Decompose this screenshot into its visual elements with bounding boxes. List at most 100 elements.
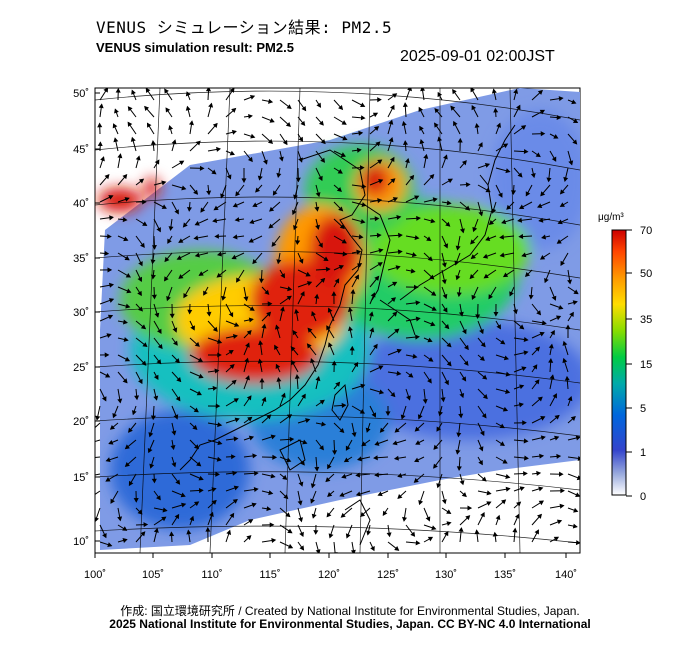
wind-arrow-head xyxy=(345,533,351,539)
wind-arrow-head xyxy=(361,441,367,447)
wind-arrow-head xyxy=(523,149,529,155)
wind-arrow-head xyxy=(502,143,509,149)
wind-arrow-head xyxy=(313,530,319,535)
wind-arrow-head xyxy=(493,312,499,317)
wind-arrow-head xyxy=(390,297,396,303)
wind-arrow-head xyxy=(540,435,546,441)
wind-arrow-head xyxy=(300,291,305,297)
wind-arrow-head xyxy=(216,339,223,344)
wind-arrow-head xyxy=(254,470,259,476)
wind-arrow-head xyxy=(354,274,359,280)
wind-arrow-head xyxy=(250,133,256,139)
wind-arrow-head xyxy=(110,498,115,504)
wind-arrow-head xyxy=(319,445,324,451)
lon-tick-label: 110˚ xyxy=(201,569,222,581)
wind-arrow-head xyxy=(488,220,495,225)
wind-arrow-head xyxy=(166,295,171,302)
wind-arrow-head xyxy=(556,315,562,321)
wind-arrow-head xyxy=(402,102,408,107)
wind-arrow-head xyxy=(91,456,94,459)
wind-arrow-head xyxy=(576,475,580,481)
wind-arrow-head xyxy=(377,97,382,103)
wind-arrow-head xyxy=(206,190,212,196)
timestamp: 2025-09-01 02:00JST xyxy=(400,48,555,65)
wind-arrow-head xyxy=(461,492,467,498)
wind-arrow-head xyxy=(446,361,452,367)
colorbar xyxy=(611,229,627,496)
lon-tick-label: 140˚ xyxy=(555,569,577,581)
wind-arrow-head xyxy=(181,185,187,191)
wind-arrow-head xyxy=(471,104,477,111)
wind-arrow-head xyxy=(358,130,364,136)
wind-arrow-head xyxy=(368,311,374,317)
wind-arrow-head xyxy=(161,204,167,209)
wind-arrow-head xyxy=(462,328,467,335)
wind-arrow xyxy=(95,456,101,459)
wind-arrow-head xyxy=(216,251,222,257)
wind-arrow-head xyxy=(314,293,320,299)
wind-arrow-head xyxy=(485,236,491,242)
wind-arrow-head xyxy=(261,396,267,402)
colorbar-unit: μg/m³ xyxy=(598,212,624,223)
wind-arrow-head xyxy=(271,241,277,247)
wind-arrow-head xyxy=(315,375,321,382)
wind-arrow-head xyxy=(268,223,274,229)
concentration-field xyxy=(91,88,580,553)
wind-arrow-head xyxy=(252,259,258,265)
wind-arrow-head xyxy=(243,296,249,302)
wind-arrow-head xyxy=(388,119,394,125)
wind-arrow-head xyxy=(268,490,274,496)
wind-arrow-head xyxy=(151,245,157,250)
wind-arrow-head xyxy=(394,427,400,433)
wind-arrow-head xyxy=(241,178,247,184)
wind-arrow-head xyxy=(178,274,184,279)
wind-arrow-head xyxy=(298,481,304,487)
wind-arrow-head xyxy=(455,449,461,455)
wind-arrow-head xyxy=(268,98,274,104)
wind-arrow-head xyxy=(131,410,137,416)
wind-arrow-head xyxy=(518,233,524,240)
wind-arrow-head xyxy=(519,324,525,330)
wind-arrow-head xyxy=(153,395,159,401)
colorbar-label: 70 xyxy=(640,225,652,237)
wind-arrow-head xyxy=(349,345,355,351)
wind-arrow-head xyxy=(377,159,383,165)
wind-arrow xyxy=(95,490,101,496)
wind-arrow-head xyxy=(205,526,211,532)
wind-arrow-head xyxy=(560,260,565,266)
wind-arrow-head xyxy=(232,470,238,476)
wind-arrow-head xyxy=(258,278,264,284)
wind-arrow-head xyxy=(193,189,199,195)
wind-arrow-head xyxy=(394,546,400,551)
wind-arrow-head xyxy=(565,324,571,330)
wind-arrow-head xyxy=(524,271,531,278)
wind-arrow-head xyxy=(212,122,218,128)
wind-arrow-head xyxy=(138,306,144,312)
wind-arrow-head xyxy=(414,235,420,241)
wind-arrow-head xyxy=(537,89,543,95)
wind-arrow-head xyxy=(198,487,204,494)
wind-arrow-head xyxy=(447,178,453,184)
wind-arrow-head xyxy=(536,310,542,316)
wind-vectors xyxy=(91,88,580,553)
wind-arrow-head xyxy=(540,191,546,197)
wind-arrow-head xyxy=(255,187,261,193)
wind-arrow-head xyxy=(194,252,200,258)
wind-arrow-head xyxy=(104,352,110,358)
wind-arrow-head xyxy=(187,207,192,212)
wind-arrow-head xyxy=(556,239,562,244)
wind-arrow-head xyxy=(108,282,115,288)
wind-arrow-head xyxy=(269,522,275,528)
lat-tick-label: 30˚ xyxy=(73,307,89,319)
wind-arrow-head xyxy=(369,327,375,333)
wind-arrow-head xyxy=(176,255,182,260)
wind-arrow-head xyxy=(559,202,565,207)
wind-arrow-head xyxy=(246,330,252,336)
wind-arrow-head xyxy=(404,157,410,164)
wind-arrow-head xyxy=(117,153,123,159)
wind-arrow-head xyxy=(559,503,565,509)
wind-arrow-head xyxy=(512,309,518,315)
lon-tick-label: 115˚ xyxy=(259,569,280,581)
wind-arrow-head xyxy=(505,486,511,492)
wind-arrow-head xyxy=(310,498,315,504)
